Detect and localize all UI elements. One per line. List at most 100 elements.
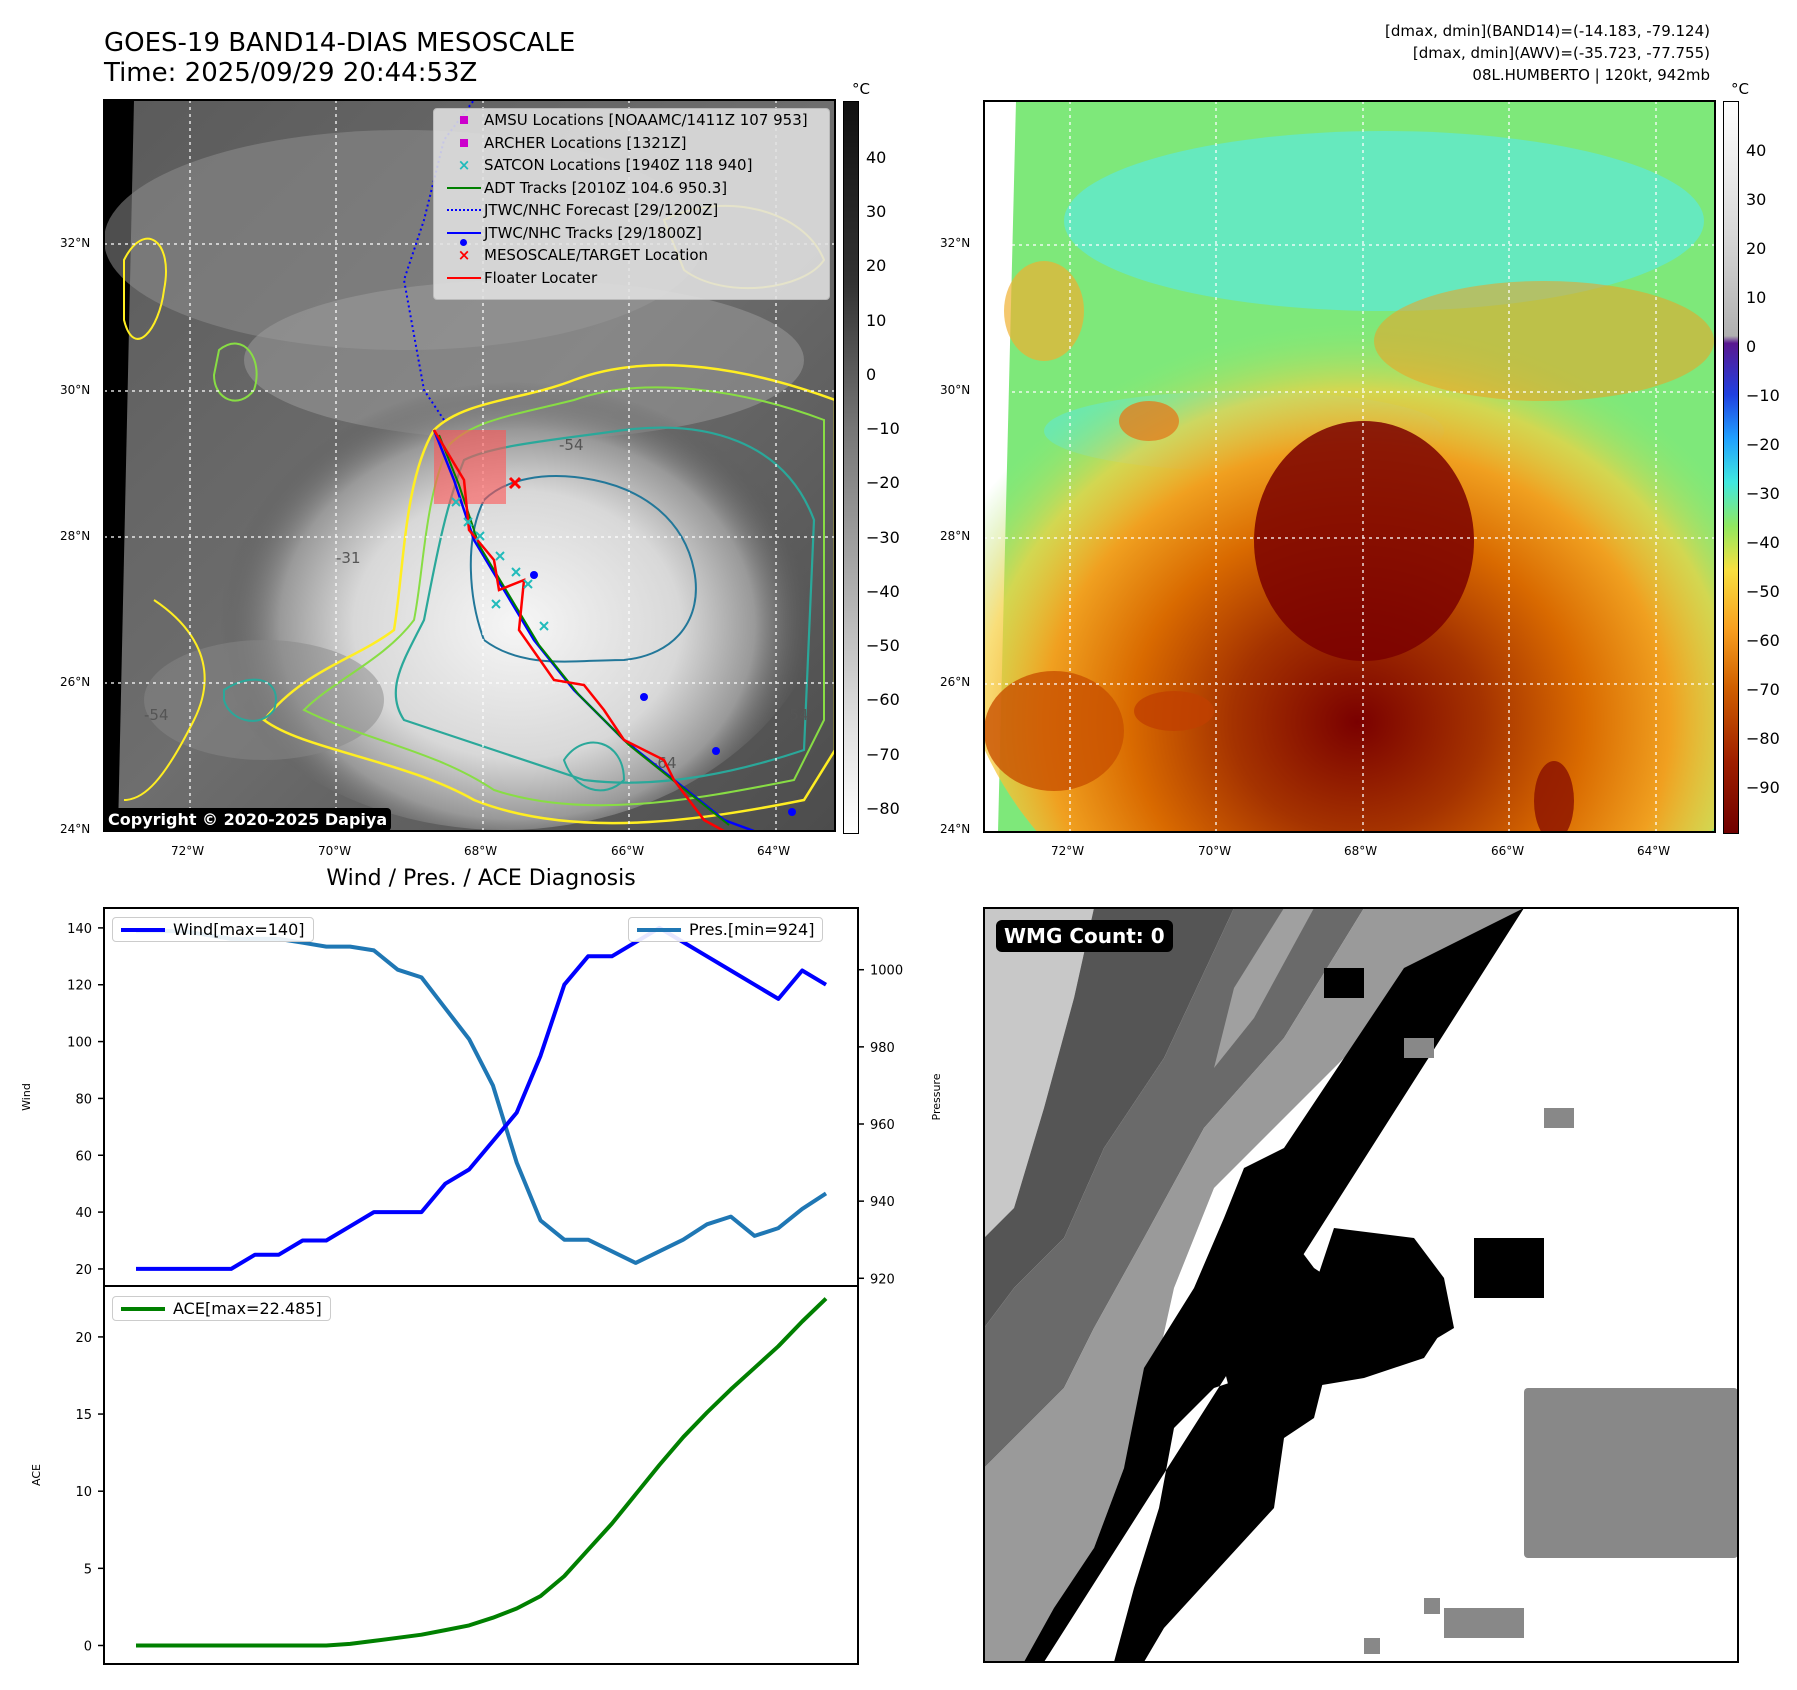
lon-label: 66°W (611, 844, 645, 858)
colorbar-tick: −80 (866, 799, 900, 818)
pressure-legend: Pres.[min=924] (628, 917, 824, 942)
colorbar-tick: 40 (866, 148, 887, 167)
lat-label: 26°N (940, 675, 971, 689)
colorbar-tick: 30 (1746, 190, 1767, 209)
wmg-count-badge: WMG Count: 0 (996, 920, 1173, 952)
colorbar-tick: 20 (866, 256, 887, 275)
floater-box (434, 430, 506, 504)
lat-label: 32°N (940, 236, 971, 250)
legend-item-forecast: JTWC/NHC Forecast [29/1200Z] (434, 199, 829, 222)
pressure-tick-label: 920 (870, 1272, 895, 1287)
lon-label: 68°W (464, 844, 498, 858)
colorbar-unit: °C (1731, 80, 1749, 98)
colorbar-tick: −60 (1746, 631, 1780, 650)
colorbar-tick: −50 (866, 636, 900, 655)
colorbar-tick: −70 (866, 745, 900, 764)
colorbar-tick: 0 (1746, 337, 1757, 356)
blue-dotted-line-icon (447, 209, 481, 212)
lon-label: 68°W (1344, 844, 1378, 858)
pressure-line-icon (637, 927, 681, 932)
lon-label: 72°W (171, 844, 205, 858)
colorbar-tick: −20 (866, 473, 900, 492)
wind-axis-label: Wind (20, 1083, 33, 1111)
magenta-square-icon (460, 138, 468, 147)
red-x-icon: × (457, 246, 471, 265)
stats-line2: [dmax, dmin](AWV)=(-35.723, -77.755) (1412, 44, 1710, 62)
lat-label: 30°N (940, 383, 971, 397)
pressure-tick-label: 1000 (870, 964, 903, 979)
wind-line-icon (121, 927, 165, 932)
legend-item-target: × MESOSCALE/TARGET Location (434, 244, 829, 267)
colorbar-unit: °C (852, 80, 870, 98)
colorbar-tick: −40 (1746, 533, 1780, 552)
wmg-imagery (984, 908, 1738, 1662)
lon-label: 70°W (1198, 844, 1232, 858)
wmg-panel (984, 908, 1738, 1662)
satcon-points (451, 497, 549, 631)
ace-axis-label: ACE (30, 1464, 43, 1486)
ace-panel-frame (103, 1285, 859, 1665)
colorbar-tick: −70 (1746, 680, 1780, 699)
stats-line1: [dmax, dmin](BAND14)=(-14.183, -79.124) (1385, 22, 1710, 40)
colorbar-tick: −80 (1746, 729, 1780, 748)
ace-tick-label: 0 (84, 1639, 92, 1654)
legend-item-adt: ADT Tracks [2010Z 104.6 950.3] (434, 177, 829, 200)
legend-item-satcon: × SATCON Locations [1940Z 118 940] (434, 154, 829, 177)
colorbar-tick: −60 (866, 690, 900, 709)
ace-line-icon (121, 1306, 165, 1311)
colorbar-tick: −30 (1746, 484, 1780, 503)
wind-series-line (136, 925, 828, 1271)
pressure-axis-label: Pressure (930, 1073, 943, 1120)
wind-tick-label: 100 (67, 1036, 92, 1051)
colorbar-tick: −90 (1746, 778, 1780, 797)
colorbar-tick: −20 (1746, 435, 1780, 454)
ace-tick-label: 15 (75, 1408, 92, 1423)
colorbar-tick: −10 (1746, 386, 1780, 405)
ace-tick-label: 20 (75, 1331, 92, 1346)
wind-tick-label: 140 (67, 922, 92, 937)
ace-legend: ACE[max=22.485] (112, 1296, 331, 1321)
lat-label: 26°N (60, 675, 91, 689)
awv-imagery (984, 101, 1715, 832)
cyan-x-icon: × (457, 156, 471, 175)
map-gridlines (984, 101, 1715, 832)
wind-tick-label: 40 (75, 1206, 92, 1221)
colorbar-tick: −40 (866, 582, 900, 601)
jtwc-points (530, 571, 796, 816)
colorbar-tick: 30 (866, 202, 887, 221)
figure-title-line2: Time: 2025/09/29 20:44:53Z (104, 58, 478, 88)
diagnosis-chart: 20 40 60 80 100 120 140 920 940 960 980 1000 0 5 10 15 2… (20, 907, 943, 1665)
band14-map-frame (103, 99, 836, 832)
contour-label: -54 (784, 706, 809, 724)
colorbar-tick: 0 (866, 365, 877, 384)
lon-label: 72°W (1051, 844, 1085, 858)
ace-panel (103, 1285, 859, 1665)
legend-item-amsu: AMSU Locations [NOAAMC/1411Z 107 953] (434, 109, 829, 132)
awv-colorbar (1723, 101, 1739, 834)
magenta-square-icon (460, 116, 468, 125)
contour-label: -54 (559, 436, 584, 454)
colorbar-tick: 10 (1746, 288, 1767, 307)
lat-label: 24°N (940, 822, 971, 836)
lon-label: 70°W (318, 844, 352, 858)
ace-tick-label: 10 (75, 1485, 92, 1500)
colorbar-tick: −30 (866, 528, 900, 547)
diagnosis-title: Wind / Pres. / ACE Diagnosis (326, 866, 636, 891)
contour-label: -54 (144, 706, 169, 724)
lat-label: 32°N (60, 236, 91, 250)
ace-series-line (136, 1297, 828, 1648)
lat-label: 28°N (940, 529, 971, 543)
figure-title-line1: GOES-19 BAND14-DIAS MESOSCALE (104, 28, 576, 58)
lon-label: 64°W (1637, 844, 1671, 858)
lat-label: 30°N (60, 383, 91, 397)
green-line-icon (447, 186, 481, 189)
lat-label: 28°N (60, 529, 91, 543)
wind-tick-label: 60 (75, 1149, 92, 1164)
copyright-badge: Copyright © 2020-2025 Dapiya (104, 808, 392, 831)
target-marker (508, 476, 522, 490)
map-legend: AMSU Locations [NOAAMC/1411Z 107 953] AR… (433, 108, 830, 300)
contour-label: -31 (336, 549, 361, 567)
legend-item-archer: ARCHER Locations [1321Z] (434, 132, 829, 155)
legend-item-jtwc-tracks: JTWC/NHC Tracks [29/1800Z] (434, 222, 829, 246)
pressure-tick-label: 940 (870, 1195, 895, 1210)
